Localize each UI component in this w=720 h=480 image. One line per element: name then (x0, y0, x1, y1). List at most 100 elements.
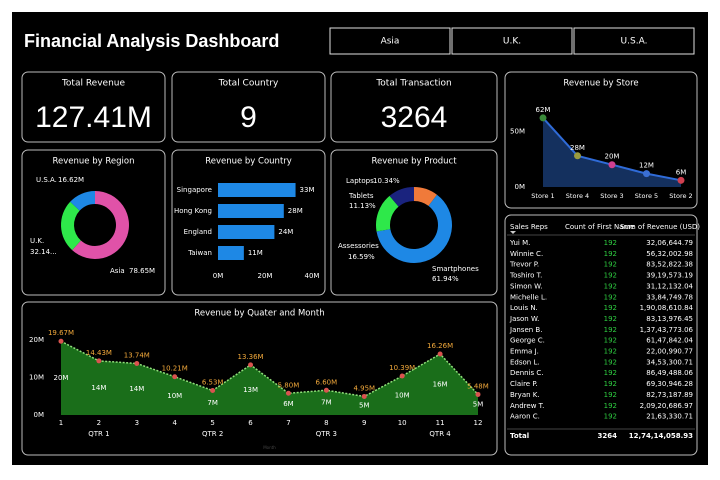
legend-label: U.S.A. (36, 176, 57, 184)
y-tick-label: 50M (510, 127, 525, 135)
table-cell: 31,12,132.04 (646, 282, 693, 290)
filter-label[interactable]: U.K. (503, 37, 521, 47)
data-label: 5.48M (467, 382, 489, 390)
panel (330, 71, 498, 143)
legend-label: Laptops (346, 177, 374, 185)
table-cell: Andrew T. (510, 402, 544, 410)
data-label: 78.65M (129, 267, 155, 275)
table-cell: 22,00,990.77 (646, 348, 693, 356)
inner-label: 5M (359, 402, 370, 410)
table-header: Sales Reps (510, 223, 548, 231)
filter-label[interactable]: Asia (381, 37, 400, 47)
x-tick-label: 2 (97, 419, 101, 427)
data-label: 13.74M (124, 351, 150, 359)
table-total: Total (510, 432, 529, 440)
x-tick-label: Store 4 (566, 192, 589, 200)
marker (58, 338, 64, 344)
x-tick-label: Store 5 (635, 192, 658, 200)
x-tick-label: Store 3 (600, 192, 623, 200)
kpi-value: 9 (240, 101, 257, 134)
x-tick-label: 7 (286, 419, 290, 427)
donut-segment (389, 187, 414, 207)
y-tick-label: Hong Kong (174, 207, 212, 215)
bar (218, 183, 296, 197)
bar (218, 204, 284, 218)
table-cell: Aaron C. (510, 413, 540, 421)
table-cell: 192 (604, 380, 617, 388)
table-cell: 192 (604, 239, 617, 247)
table-cell: 56,32,002.98 (646, 250, 693, 258)
marker (210, 388, 216, 394)
table-total: 12,74,14,058.93 (629, 432, 693, 440)
table-cell: Winnie C. (510, 250, 543, 258)
x-tick-label: 3 (135, 419, 139, 427)
marker (643, 170, 650, 178)
legend-label: U.K. (30, 237, 44, 245)
x-tick-label: 0M (213, 272, 224, 280)
filter-label[interactable]: U.S.A. (621, 37, 648, 47)
filter-button[interactable] (573, 27, 695, 55)
data-label: 62M (536, 106, 551, 114)
quarter-label: QTR 3 (316, 430, 337, 438)
donut-segment (70, 191, 95, 211)
data-label: 4.95M (353, 384, 375, 392)
data-label: 6.53M (202, 379, 224, 387)
bar (218, 225, 275, 239)
table-cell: 192 (604, 402, 617, 410)
data-label: 19.67M (48, 329, 74, 337)
data-label: 10.39M (389, 364, 415, 372)
inner-label: 6M (283, 400, 294, 408)
marker (323, 387, 329, 393)
table-cell: 83,52,822.38 (646, 261, 693, 269)
quarter-label: QTR 1 (88, 430, 109, 438)
x-tick-label: 20M (258, 272, 273, 280)
y-tick-label: Taiwan (187, 249, 212, 257)
data-label: 10.21M (162, 365, 188, 373)
table-cell: 192 (604, 272, 617, 280)
table-cell: Toshiro T. (509, 272, 542, 280)
x-tick-label: 4 (172, 419, 177, 427)
table-cell: Trevor P. (509, 261, 539, 269)
marker (399, 373, 405, 379)
data-label: 5.80M (278, 381, 300, 389)
table-cell: 192 (604, 315, 617, 323)
chart-title: Revenue by Country (205, 157, 292, 167)
x-tick-label: 6 (248, 419, 253, 427)
table-cell: 192 (604, 250, 617, 258)
inner-label: 10M (395, 392, 410, 400)
table-cell: 21,63,330.71 (646, 413, 693, 421)
table-cell: Yui M. (509, 239, 530, 247)
bar (218, 246, 244, 260)
y-tick-label: 20M (29, 336, 44, 344)
marker (608, 161, 616, 169)
table-cell: 69,30,946.28 (646, 380, 693, 388)
table-cell: 34,53,300.71 (646, 358, 693, 366)
y-tick-label: Singapore (177, 186, 212, 194)
y-tick-label: 10M (29, 374, 44, 382)
panel (504, 71, 698, 209)
table-cell: 83,13,976.45 (646, 315, 693, 323)
data-label: 28M (288, 207, 303, 215)
donut-segment (414, 187, 437, 206)
marker (361, 393, 367, 399)
data-label: 6M (676, 168, 687, 176)
data-label: 16.62M (58, 176, 84, 184)
kpi-value: 127.41M (35, 101, 152, 134)
filter-button[interactable] (329, 27, 451, 55)
table-cell: Edson L. (510, 358, 540, 366)
table-cell: Simon W. (510, 282, 543, 290)
panel (330, 149, 498, 296)
kpi-title: Total Country (218, 79, 279, 89)
table-cell: 192 (604, 348, 617, 356)
table-cell: Jansen B. (509, 326, 542, 334)
data-label: 20M (605, 153, 620, 161)
donut-segment (376, 195, 399, 232)
legend-label: Assessories (338, 242, 379, 250)
kpi-title: Total Transaction (375, 79, 451, 89)
table-cell: 192 (604, 358, 617, 366)
data-label: 32.14... (30, 248, 57, 256)
data-label: 11.13% (349, 202, 376, 210)
filter-button[interactable] (451, 27, 573, 55)
inner-label: 14M (91, 384, 106, 392)
table-cell: 32,06,644.79 (646, 239, 693, 247)
